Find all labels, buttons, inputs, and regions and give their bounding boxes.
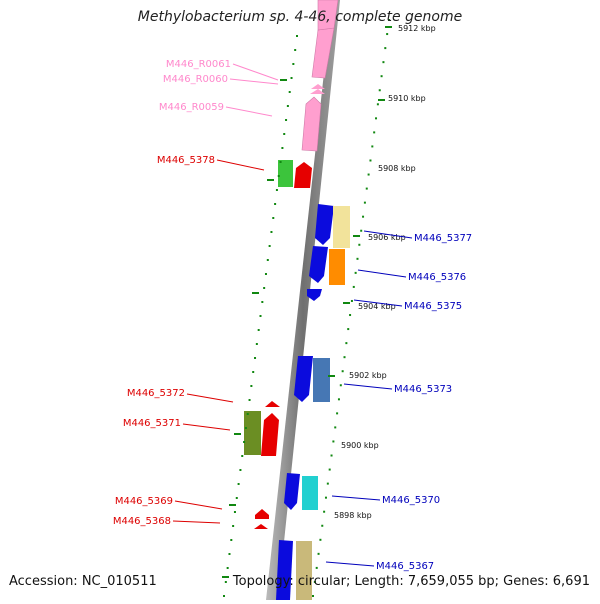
- leader-line: [229, 78, 279, 85]
- track-tick: [343, 302, 350, 304]
- gene-label[interactable]: M446_5376: [408, 272, 466, 283]
- gene-label-right[interactable]: M446_5367: [325, 561, 434, 572]
- gene-feature[interactable]: [254, 524, 268, 529]
- leader-line: [325, 561, 375, 567]
- track-tick: [378, 99, 385, 101]
- gene-feature[interactable]: [311, 84, 325, 89]
- accession-text: Accession: NC_010511: [9, 574, 157, 589]
- gene-feature[interactable]: [301, 96, 322, 152]
- map-title: Methylobacterium sp. 4-46, complete geno…: [137, 9, 463, 25]
- gene-label-left[interactable]: M446_R0059: [159, 102, 273, 117]
- gene-feature[interactable]: [307, 289, 322, 301]
- gene-features: [244, 0, 350, 600]
- gene-label[interactable]: M446_5371: [123, 418, 181, 429]
- gene-label[interactable]: M446_5372: [127, 388, 185, 399]
- gene-feature[interactable]: [329, 249, 345, 285]
- gene-feature[interactable]: [302, 476, 318, 510]
- gene-label-left[interactable]: M446_5378: [157, 155, 265, 171]
- gene-label[interactable]: M446_5369: [115, 496, 173, 507]
- gene-label-left[interactable]: M446_5372: [127, 388, 234, 403]
- track-tick: [353, 235, 360, 237]
- gene-label[interactable]: M446_5367: [376, 561, 434, 572]
- gene-label-right[interactable]: M446_5375: [353, 299, 462, 312]
- gene-feature[interactable]: [296, 541, 312, 600]
- track-tick: [328, 375, 335, 377]
- leader-line: [182, 423, 231, 431]
- gene-label[interactable]: M446_R0060: [163, 74, 228, 85]
- gene-feature[interactable]: [261, 413, 279, 456]
- gene-label-right[interactable]: M446_5376: [357, 269, 466, 283]
- scale-tick-label: 5900 kbp: [341, 441, 379, 450]
- scale-tick-label: 5902 kbp: [349, 371, 387, 380]
- gene-label[interactable]: M446_5377: [414, 233, 472, 244]
- leader-line: [174, 500, 223, 510]
- leader-line: [357, 269, 407, 278]
- gene-feature[interactable]: [278, 160, 293, 187]
- gene-feature[interactable]: [333, 206, 350, 248]
- gene-label[interactable]: M446_5378: [157, 155, 215, 166]
- kbp-scale: 5912 kbp 5910 kbp 5908 kbp 5906 kbp 5904 kbp…: [334, 24, 436, 520]
- scale-tick-label: 5898 kbp: [334, 511, 372, 520]
- gene-feature[interactable]: [294, 356, 313, 402]
- gene-feature[interactable]: [313, 358, 330, 402]
- gene-feature[interactable]: [294, 162, 312, 188]
- scale-tick-label: 5908 kbp: [378, 164, 416, 173]
- gene-label[interactable]: M446_5375: [404, 301, 462, 312]
- gene-label-left[interactable]: M446_5368: [113, 516, 221, 527]
- gene-label-left[interactable]: M446_5369: [115, 496, 223, 510]
- gene-label[interactable]: M446_5370: [382, 495, 440, 506]
- leader-line: [232, 63, 279, 81]
- gene-feature[interactable]: [244, 411, 261, 455]
- leader-line: [216, 159, 265, 171]
- guide-tracks: [222, 19, 392, 597]
- left-dotted-track: [223, 35, 298, 597]
- leader-line: [331, 495, 381, 501]
- gene-feature[interactable]: [284, 473, 300, 510]
- gene-label[interactable]: M446_5373: [394, 384, 452, 395]
- scale-tick-label: 5912 kbp: [398, 24, 436, 33]
- leader-line: [172, 520, 221, 524]
- gene-feature[interactable]: [315, 204, 334, 245]
- gene-label-right[interactable]: M446_5370: [331, 495, 440, 506]
- gene-feature[interactable]: [255, 509, 269, 519]
- leader-line: [186, 393, 234, 403]
- track-tick: [252, 292, 259, 294]
- gene-label-left[interactable]: M446_5371: [123, 418, 231, 431]
- scale-tick-label: 5904 kbp: [358, 302, 396, 311]
- gene-feature[interactable]: [309, 246, 328, 283]
- gene-label-left[interactable]: M446_R0061: [166, 59, 279, 81]
- gene-feature[interactable]: [310, 89, 325, 94]
- gene-label-right[interactable]: M446_5377: [363, 230, 472, 244]
- gene-label-left[interactable]: M446_R0060: [163, 74, 279, 85]
- gene-label[interactable]: M446_5368: [113, 516, 171, 527]
- leader-line: [363, 230, 413, 239]
- track-ticks: [222, 26, 392, 578]
- track-tick: [229, 504, 236, 506]
- gene-feature[interactable]: [276, 540, 293, 600]
- topology-text: Topology: circular; Length: 7,659,055 bp…: [232, 574, 590, 589]
- gene-label[interactable]: M446_R0059: [159, 102, 224, 113]
- scale-tick-label: 5906 kbp: [368, 233, 406, 242]
- track-tick: [222, 576, 229, 578]
- gene-feature[interactable]: [265, 401, 280, 407]
- track-tick: [385, 26, 392, 28]
- track-tick: [280, 79, 287, 81]
- track-tick: [267, 179, 274, 181]
- genome-backbone: [266, 0, 340, 600]
- track-tick: [234, 433, 241, 435]
- gene-labels: M446_R0061 M446_R0060 M446_R0059 M446_5378 M…: [113, 59, 472, 572]
- scale-tick-label: 5910 kbp: [388, 94, 426, 103]
- leader-line: [343, 383, 393, 390]
- gene-feature[interactable]: [317, 0, 339, 31]
- leader-line: [353, 299, 403, 307]
- gene-label-right[interactable]: M446_5373: [343, 383, 452, 395]
- leader-line: [225, 106, 273, 117]
- gene-label[interactable]: M446_R0061: [166, 59, 231, 70]
- right-dotted-track: [312, 19, 390, 597]
